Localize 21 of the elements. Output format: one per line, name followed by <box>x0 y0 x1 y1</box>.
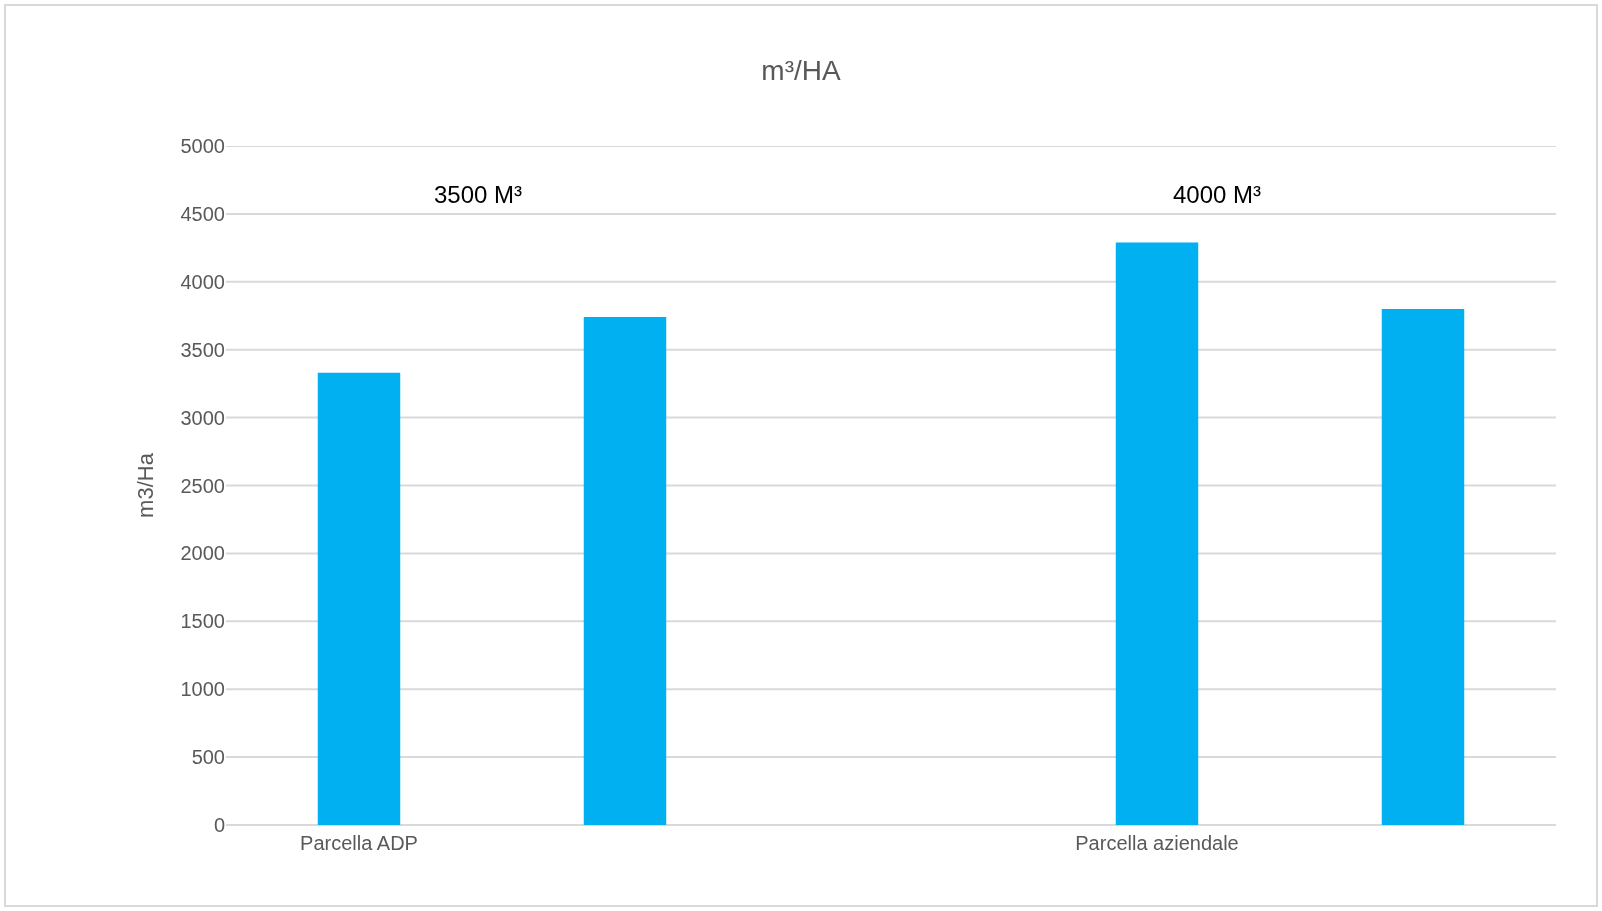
y-tick-label: 3500 <box>180 338 225 361</box>
y-tick-label: 2500 <box>180 474 225 497</box>
y-tick-label: 3000 <box>180 406 225 429</box>
y-tick-label: 4000 <box>180 270 225 293</box>
bar <box>583 317 667 825</box>
y-tick-label: 1000 <box>180 678 225 701</box>
y-axis-title: m3/Ha <box>133 452 159 518</box>
y-tick-label: 4500 <box>180 202 225 225</box>
bar <box>1381 308 1465 825</box>
y-tick-label: 5000 <box>180 135 225 157</box>
bar <box>317 372 401 825</box>
x-tick-label: Parcella ADP <box>300 832 418 854</box>
chart-title: m³/HA <box>761 54 841 86</box>
y-tick-label: 1500 <box>180 610 225 633</box>
y-tick-label: 500 <box>191 746 225 769</box>
x-tick-label: Parcella aziendale <box>1075 832 1239 854</box>
annotation: 4000 M³ <box>1173 181 1262 208</box>
y-tick-label: 2000 <box>180 542 225 565</box>
bar <box>1115 242 1199 825</box>
annotation: 3500 M³ <box>434 181 523 208</box>
y-tick-label: 0 <box>213 814 225 836</box>
